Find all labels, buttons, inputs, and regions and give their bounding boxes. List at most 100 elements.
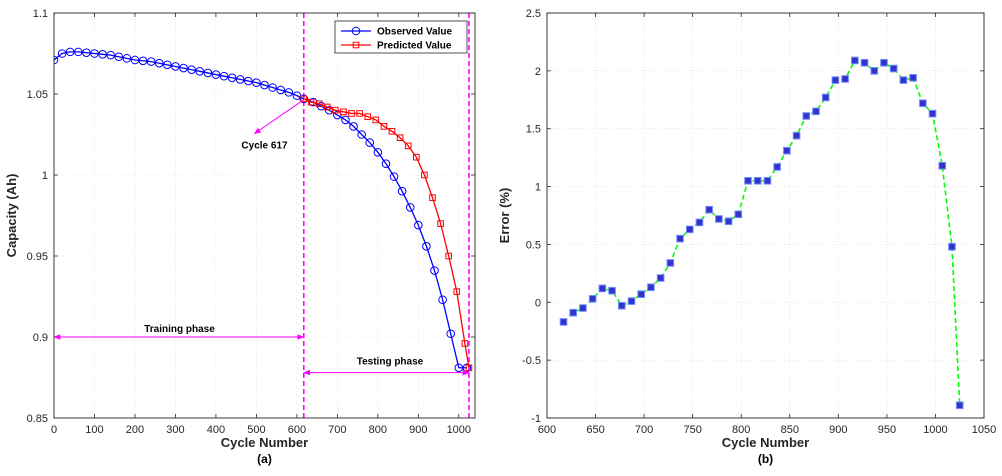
data-point-observed xyxy=(252,78,261,87)
data-point-error xyxy=(831,76,840,84)
data-point-observed xyxy=(98,50,107,59)
data-point-observed xyxy=(397,186,407,196)
data-point-observed xyxy=(154,58,164,68)
data-point-error xyxy=(763,176,772,185)
data-point-observed xyxy=(138,56,148,66)
data-point-error xyxy=(909,74,917,82)
legend-marker xyxy=(351,26,361,36)
x-tick-label: 700 xyxy=(635,424,653,436)
data-point-predicted xyxy=(323,103,331,111)
x-tick-label: 1000 xyxy=(923,424,947,436)
data-point-error xyxy=(617,301,626,310)
data-point-error xyxy=(666,259,675,267)
data-point-observed xyxy=(146,57,156,66)
data-point-error xyxy=(928,109,937,118)
data-point-predicted xyxy=(356,110,363,117)
y-axis-label: Capacity (Ah) xyxy=(4,174,19,258)
data-point-error xyxy=(627,297,636,305)
x-tick-label: 500 xyxy=(247,424,265,436)
annotation-arrow xyxy=(253,99,305,135)
data-point-observed xyxy=(187,65,196,74)
data-point-predicted xyxy=(315,100,323,108)
data-point-observed xyxy=(446,329,456,339)
data-point-observed xyxy=(381,159,391,168)
data-point-predicted xyxy=(364,113,372,120)
data-point-observed xyxy=(219,71,229,81)
chart-panel-a: 0 100 200 300 400 500 600 700 800 900 1000 0.85 0.9 0… xyxy=(4,8,476,466)
data-point-observed xyxy=(299,94,309,104)
y-tick-label: 1 xyxy=(535,182,541,194)
data-point-observed xyxy=(82,48,91,57)
data-point-observed xyxy=(211,70,221,79)
data-point-predicted xyxy=(453,288,461,295)
data-point-observed xyxy=(163,60,172,70)
data-point-observed xyxy=(405,203,415,212)
data-point-predicted xyxy=(404,142,412,150)
y-tick-label: 2 xyxy=(535,66,541,78)
data-point-error xyxy=(880,58,888,67)
x-tick-label: 900 xyxy=(409,424,427,436)
data-point-error xyxy=(656,274,665,282)
data-point-error xyxy=(948,242,956,251)
y-tick-label: 0.5 xyxy=(526,239,541,251)
data-point-error xyxy=(569,308,578,317)
data-point-error xyxy=(695,218,704,227)
legend-label: Predicted Value xyxy=(377,41,452,52)
x-tick-label: 600 xyxy=(288,424,306,436)
series-line-a-1 xyxy=(303,98,470,368)
y-tick-label: -0.5 xyxy=(522,355,541,367)
data-point-error xyxy=(812,107,820,116)
x-tick-label: 800 xyxy=(369,424,387,436)
data-point-observed xyxy=(430,266,439,275)
data-point-error xyxy=(685,225,694,234)
data-point-observed xyxy=(130,55,140,65)
plot-area-b xyxy=(547,13,984,418)
x-tick-label: 650 xyxy=(586,424,604,436)
data-point-observed xyxy=(389,172,399,181)
x-tick-label: 1000 xyxy=(447,424,471,436)
y-tick-label: 1.05 xyxy=(27,89,48,101)
data-point-observed xyxy=(122,54,132,63)
x-tick-label: 100 xyxy=(85,424,103,436)
data-point-error xyxy=(860,58,869,67)
annotation-text: Training phase xyxy=(144,324,215,335)
axes-frame-a xyxy=(53,12,476,419)
data-point-error xyxy=(792,131,801,140)
data-point-error xyxy=(919,99,927,108)
data-point-observed xyxy=(414,220,423,230)
data-point-predicted xyxy=(429,194,436,201)
data-point-predicted xyxy=(388,127,396,135)
data-point-observed xyxy=(73,47,83,57)
y-tick-label: 0.85 xyxy=(27,413,48,425)
data-point-predicted xyxy=(380,123,388,130)
data-point-error xyxy=(598,284,607,293)
annotation-text: Testing phase xyxy=(357,357,424,368)
data-point-observed xyxy=(308,97,318,107)
data-point-error xyxy=(753,176,762,185)
data-point-error xyxy=(588,295,597,303)
data-point-predicted xyxy=(461,340,469,347)
y-tick-label: 0.95 xyxy=(27,251,48,263)
data-point-error xyxy=(955,401,964,410)
plot-area-a xyxy=(54,13,475,418)
data-point-observed xyxy=(244,76,253,86)
data-point-error xyxy=(705,205,713,214)
data-point-error xyxy=(802,112,811,120)
data-point-observed xyxy=(268,83,277,92)
data-point-observed xyxy=(114,52,124,62)
data-point-observed xyxy=(276,85,285,95)
x-tick-label: 700 xyxy=(328,424,346,436)
data-point-observed xyxy=(438,295,447,305)
legend-marker xyxy=(352,41,360,49)
x-tick-label: 300 xyxy=(166,424,184,436)
data-point-predicted xyxy=(340,108,347,116)
chart-panel-b: 600 650 700 750 800 850 900 950 1000 1050 -1 -0.5 0 0… xyxy=(497,8,996,466)
plot-content-b xyxy=(559,56,964,410)
data-point-error xyxy=(899,76,908,84)
data-point-predicted xyxy=(307,98,315,106)
data-point-observed xyxy=(357,130,366,139)
y-axis-label: Error (%) xyxy=(497,188,512,244)
x-tick-label: 900 xyxy=(829,424,847,436)
x-tick-label: 600 xyxy=(538,424,556,436)
